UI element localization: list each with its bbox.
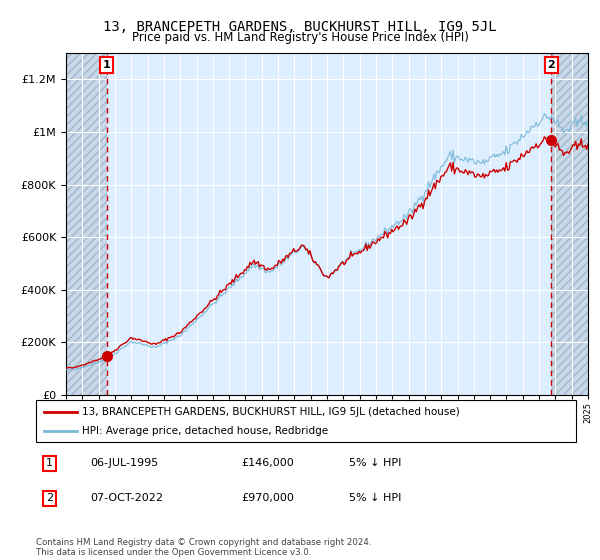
- Text: 13, BRANCEPETH GARDENS, BUCKHURST HILL, IG9 5JL (detached house): 13, BRANCEPETH GARDENS, BUCKHURST HILL, …: [82, 407, 460, 417]
- Text: £970,000: £970,000: [241, 493, 294, 503]
- Text: 1: 1: [46, 459, 53, 468]
- FancyBboxPatch shape: [36, 400, 576, 442]
- Text: 13, BRANCEPETH GARDENS, BUCKHURST HILL, IG9 5JL: 13, BRANCEPETH GARDENS, BUCKHURST HILL, …: [103, 20, 497, 34]
- Text: HPI: Average price, detached house, Redbridge: HPI: Average price, detached house, Redb…: [82, 426, 328, 436]
- Text: 07-OCT-2022: 07-OCT-2022: [90, 493, 163, 503]
- Bar: [66, 53, 107, 395]
- Text: £146,000: £146,000: [241, 459, 294, 468]
- Text: 1: 1: [103, 60, 110, 70]
- Text: 5% ↓ HPI: 5% ↓ HPI: [349, 493, 401, 503]
- Text: Price paid vs. HM Land Registry's House Price Index (HPI): Price paid vs. HM Land Registry's House …: [131, 31, 469, 44]
- Text: 06-JUL-1995: 06-JUL-1995: [90, 459, 158, 468]
- Text: 5% ↓ HPI: 5% ↓ HPI: [349, 459, 401, 468]
- Text: 2: 2: [547, 60, 555, 70]
- Text: 2: 2: [46, 493, 53, 503]
- Bar: [551, 53, 588, 395]
- Text: Contains HM Land Registry data © Crown copyright and database right 2024.
This d: Contains HM Land Registry data © Crown c…: [36, 538, 371, 557]
